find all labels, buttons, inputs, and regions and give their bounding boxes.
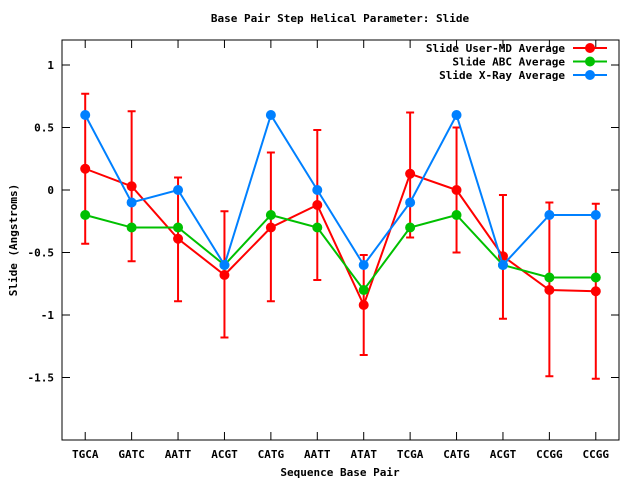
data-point [80,110,91,120]
x-tick-label: CATG [443,448,470,461]
data-point [590,272,601,283]
data-point [497,260,508,270]
data-point [405,168,416,179]
legend-marker [585,43,595,53]
data-point [312,222,323,233]
plot-frame [61,39,620,441]
data-point [544,210,555,220]
data-point [312,200,323,210]
data-point [80,210,91,220]
data-point [590,286,601,297]
x-tick-label: ATAT [350,448,377,461]
data-point [451,185,462,195]
series-line [84,213,596,292]
data-point [544,285,555,295]
data-point [544,272,555,283]
y-tick-label: 0 [47,184,54,197]
y-tick-label: 0.5 [34,122,54,135]
series-2 [80,210,601,295]
x-tick-label: GATC [118,448,145,461]
data-point [590,210,601,220]
data-point [265,222,276,233]
data-point [358,300,369,310]
data-point [173,185,184,195]
x-tick-label: ACGT [211,448,238,461]
x-tick-label: TGCA [72,448,99,461]
data-point [80,163,91,174]
data-point [219,260,230,270]
series-line [84,112,596,268]
y-tick-label: -1 [41,309,55,322]
data-point [173,222,184,233]
data-point [358,260,369,270]
data-point [358,285,369,295]
data-point [219,270,230,280]
data-point [265,110,276,120]
legend-label: Slide User-MD Average [426,42,565,55]
series-3 [80,110,601,270]
x-tick-label: ACGT [490,448,517,461]
chart-title: Base Pair Step Helical Parameter: Slide [211,12,470,25]
x-tick-label: CCGG [583,448,610,461]
y-tick-label: 1 [47,59,54,72]
data-point [405,222,416,233]
data-point [451,110,462,120]
x-tick-label: CCGG [536,448,563,461]
data-point [173,233,184,244]
x-tick-label: AATT [304,448,331,461]
legend-marker [585,70,595,80]
data-point [126,181,137,192]
legend-marker [585,56,595,67]
data-point [126,197,137,208]
y-tick-label: -0.5 [28,247,55,260]
y-tick-label: -1.5 [28,372,55,385]
series-1 [80,92,601,380]
data-point [312,185,323,195]
x-tick-label: TCGA [397,448,424,461]
legend-label: Slide X-Ray Average [439,69,565,82]
series-line [84,167,596,308]
y-axis-label: Slide (Angstroms) [7,184,20,297]
data-point [451,210,462,220]
x-tick-label: AATT [165,448,192,461]
x-tick-label: CATG [258,448,285,461]
x-axis-label: Sequence Base Pair [280,466,400,479]
data-point [265,210,276,220]
data-point [405,197,416,208]
data-point [126,222,137,233]
legend-label: Slide ABC Average [452,56,565,69]
